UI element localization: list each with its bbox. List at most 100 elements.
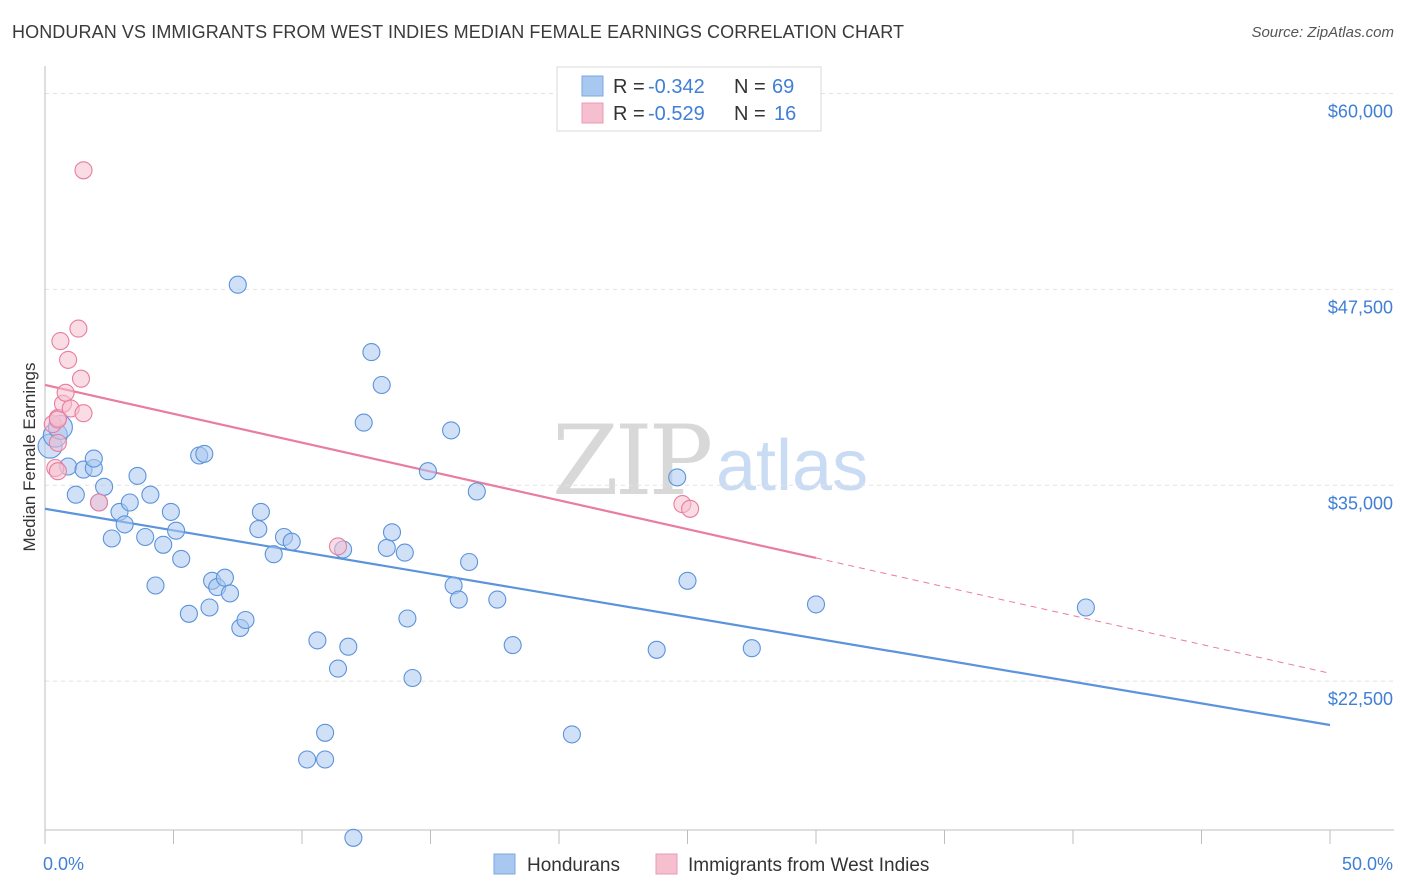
series-legend: Hondurans Immigrants from West Indies xyxy=(493,853,929,876)
data-point xyxy=(298,750,317,769)
data-point xyxy=(51,332,70,351)
watermark-atlas: atlas xyxy=(716,426,868,506)
data-point xyxy=(806,595,826,614)
data-point xyxy=(167,521,186,540)
data-point xyxy=(200,598,219,617)
data-point xyxy=(418,462,437,481)
legend-n-label: N = xyxy=(734,103,766,125)
trend-line-west-indies-extension xyxy=(815,557,1331,674)
data-point xyxy=(362,343,381,362)
data-point xyxy=(742,639,761,658)
data-point xyxy=(398,609,417,628)
series-hondurans xyxy=(37,275,1095,847)
data-point xyxy=(115,515,134,534)
data-point xyxy=(308,631,327,650)
gridlines xyxy=(45,93,1394,682)
data-point xyxy=(403,668,422,688)
y-tick-label: $35,000 xyxy=(1328,493,1393,513)
data-point xyxy=(71,369,91,388)
data-point xyxy=(220,584,240,603)
data-point xyxy=(195,444,214,463)
trend-line-hondurans xyxy=(44,507,1331,727)
data-point xyxy=(377,538,396,557)
data-point xyxy=(128,466,147,485)
data-point xyxy=(678,571,697,590)
data-points xyxy=(37,161,1095,847)
data-point xyxy=(69,319,88,338)
data-point xyxy=(59,350,78,369)
data-point xyxy=(172,549,191,568)
data-point xyxy=(141,485,160,504)
series-west-indies xyxy=(43,161,700,556)
legend-label-hondurans: Hondurans xyxy=(527,855,620,876)
data-point xyxy=(154,535,173,554)
y-tick-label: $60,000 xyxy=(1328,102,1393,122)
legend-r-value: -0.342 xyxy=(648,76,705,98)
legend-r-value: -0.529 xyxy=(648,103,705,125)
legend-n-value: 69 xyxy=(772,76,794,98)
data-point xyxy=(681,499,700,518)
legend-r-label: R = xyxy=(613,76,645,98)
chart-title: HONDURAN VS IMMIGRANTS FROM WEST INDIES … xyxy=(12,22,905,42)
data-point xyxy=(249,520,268,539)
data-point xyxy=(395,543,414,562)
legend-swatch-hondurans xyxy=(493,853,516,875)
data-point xyxy=(449,590,468,609)
data-point xyxy=(56,383,75,402)
data-point xyxy=(562,725,581,744)
y-tick-labels: $60,000 $47,500 $35,000 $22,500 xyxy=(1328,102,1393,710)
legend-n-value: 16 xyxy=(774,103,796,125)
data-point xyxy=(339,637,358,656)
data-point xyxy=(328,659,348,678)
x-tick-label: 0.0% xyxy=(43,854,84,874)
data-point xyxy=(179,604,198,623)
data-point xyxy=(161,502,180,521)
legend-label-west-indies: Immigrants from West Indies xyxy=(688,855,929,876)
y-axis-label: Median Female Earnings xyxy=(20,363,39,552)
data-point xyxy=(89,493,109,512)
data-point xyxy=(328,537,348,556)
data-point xyxy=(264,545,283,564)
data-point xyxy=(228,275,247,294)
data-point xyxy=(467,482,486,501)
legend-r-label: R = xyxy=(613,103,645,125)
data-point xyxy=(442,421,461,440)
data-point xyxy=(236,610,255,630)
x-tick-labels: 0.0% 50.0% xyxy=(43,854,1393,874)
data-point xyxy=(382,523,402,542)
data-point xyxy=(48,433,67,452)
data-point xyxy=(66,485,85,504)
data-point xyxy=(344,828,363,847)
data-point xyxy=(282,532,301,551)
legend-swatch-west-indies xyxy=(581,102,604,124)
watermark: ZIP atlas xyxy=(552,405,868,517)
data-point xyxy=(316,723,335,742)
data-point xyxy=(647,640,666,659)
data-point xyxy=(488,590,507,609)
y-tick-label: $22,500 xyxy=(1328,689,1393,709)
data-point xyxy=(74,404,93,423)
data-point xyxy=(1076,598,1095,617)
data-point xyxy=(215,568,234,587)
legend-swatch-hondurans xyxy=(581,75,604,97)
data-point xyxy=(136,527,155,547)
y-tick-label: $47,500 xyxy=(1328,297,1393,317)
data-point xyxy=(460,552,479,572)
legend-n-label: N = xyxy=(734,76,766,98)
data-point xyxy=(95,477,114,496)
data-point xyxy=(48,462,67,481)
data-point xyxy=(372,375,391,395)
source-label: Source: ZipAtlas.com xyxy=(1251,24,1394,41)
data-point xyxy=(102,529,121,548)
data-point xyxy=(74,161,93,180)
data-point xyxy=(120,493,139,512)
correlation-legend: R = -0.342 N = 69 R = -0.529 N = 16 xyxy=(556,66,822,132)
x-tick-label: 50.0% xyxy=(1342,854,1393,874)
data-point xyxy=(316,750,335,769)
data-point xyxy=(146,576,165,595)
legend-swatch-west-indies xyxy=(655,853,678,875)
data-point xyxy=(251,502,270,521)
data-point xyxy=(668,468,687,487)
data-point xyxy=(503,636,522,655)
